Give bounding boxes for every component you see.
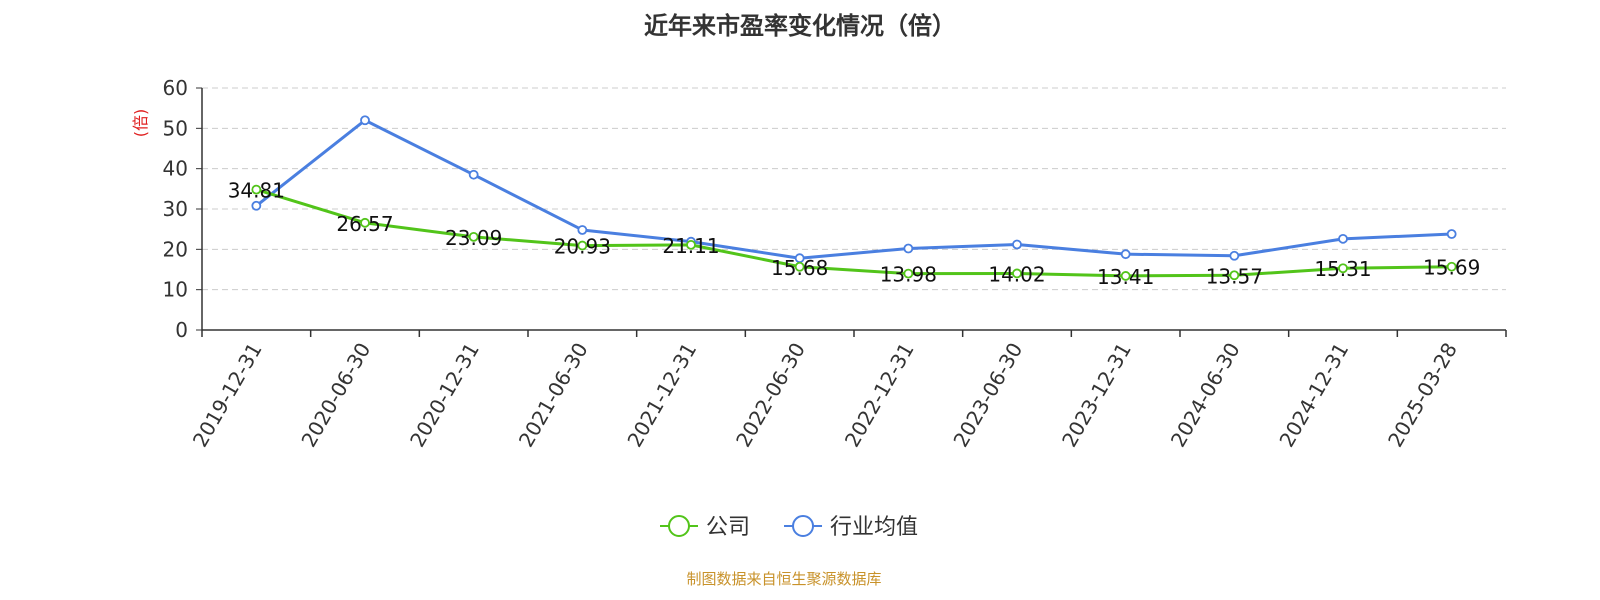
x-tick-label: 2024-12-31 xyxy=(1274,339,1353,452)
data-point[interactable] xyxy=(251,200,262,211)
x-tick-label: 2021-12-31 xyxy=(622,339,701,452)
data-point[interactable] xyxy=(1338,233,1348,244)
data-point[interactable] xyxy=(468,231,479,242)
data-labels: 34.81 26.57 23.09 20.93 21.11 15.68 13.98 14.02… xyxy=(228,179,1481,289)
y-tick-label: 50 xyxy=(163,116,188,140)
data-point[interactable] xyxy=(1012,239,1022,250)
data-point[interactable] xyxy=(903,243,914,254)
x-tick-label: 2020-12-31 xyxy=(405,338,484,451)
data-point[interactable] xyxy=(577,240,588,251)
legend-marker xyxy=(792,515,815,537)
y-tick-label: 60 xyxy=(163,76,188,100)
data-label: 20.93 xyxy=(554,235,611,259)
data-label: 13.57 xyxy=(1206,264,1263,288)
x-tick-label: 2022-12-31 xyxy=(840,338,919,451)
legend-marker xyxy=(668,515,690,537)
data-point[interactable] xyxy=(577,225,588,235)
x-tick-label: 2024-06-30 xyxy=(1166,339,1245,452)
data-point[interactable] xyxy=(1120,249,1131,260)
data-label: 21.11 xyxy=(662,234,719,258)
y-tick-label: 20 xyxy=(163,237,188,261)
y-tick-label: 40 xyxy=(163,157,188,181)
data-label: 13.41 xyxy=(1097,265,1154,289)
x-tick-label: 2023-06-30 xyxy=(948,339,1027,452)
data-label: 23.09 xyxy=(445,226,502,250)
data-point[interactable] xyxy=(360,115,370,126)
legend-label: 行业均值 xyxy=(830,515,918,540)
data-label: 15.69 xyxy=(1423,256,1480,280)
data-point[interactable] xyxy=(1120,271,1131,281)
x-tick-label: 2020-06-30 xyxy=(296,339,375,452)
y-tick-label: 10 xyxy=(163,278,188,302)
data-label: 14.02 xyxy=(988,262,1045,286)
x-tick-label: 2025-03-28 xyxy=(1383,339,1462,452)
legend-item-0[interactable]: 公司 xyxy=(660,515,750,540)
x-tick-label: 2019-12-31 xyxy=(188,339,267,452)
data-label: 15.68 xyxy=(771,256,828,280)
legend[interactable]: 公司 行业均值 xyxy=(660,515,918,540)
legend-item-1[interactable]: 行业均值 xyxy=(784,515,918,540)
data-point[interactable] xyxy=(1338,263,1348,274)
data-point[interactable] xyxy=(468,169,479,180)
x-tick-label: 2023-12-31 xyxy=(1057,339,1136,452)
data-label: 26.57 xyxy=(336,212,393,236)
y-tick-label: 30 xyxy=(163,197,188,221)
series-line-0 xyxy=(255,188,1452,278)
data-point[interactable] xyxy=(1229,270,1240,281)
data-point[interactable] xyxy=(251,184,262,195)
series-lines xyxy=(251,115,1457,281)
legend-label: 公司 xyxy=(706,515,750,540)
data-point[interactable] xyxy=(360,217,370,228)
data-point[interactable] xyxy=(794,261,805,272)
data-label: 13.98 xyxy=(880,263,937,287)
data-source-note: 制图数据来自恒生聚源数据库 xyxy=(686,570,881,588)
y-tick-label: 0 xyxy=(175,318,188,342)
data-point[interactable] xyxy=(1012,268,1022,279)
data-point[interactable] xyxy=(686,239,696,250)
axes: 0 10 20 30 40 50 60 2019-12-31 2020-06-30 2020-12… xyxy=(163,76,1507,452)
data-label: 34.81 xyxy=(228,179,285,203)
data-point[interactable] xyxy=(1446,261,1457,272)
chart-title: 近年来市盈率变化情况（倍） xyxy=(644,12,956,40)
y-axis-unit-label: (倍) xyxy=(131,109,150,138)
data-point[interactable] xyxy=(1446,229,1457,239)
x-tick-label: 2022-06-30 xyxy=(731,339,810,452)
x-tick-label: 2021-06-30 xyxy=(514,339,593,452)
data-point[interactable] xyxy=(1229,250,1240,261)
data-point[interactable] xyxy=(903,268,914,279)
data-label: 15.31 xyxy=(1314,257,1371,281)
series-line-1 xyxy=(255,118,1452,260)
grid-lines xyxy=(202,87,1506,291)
